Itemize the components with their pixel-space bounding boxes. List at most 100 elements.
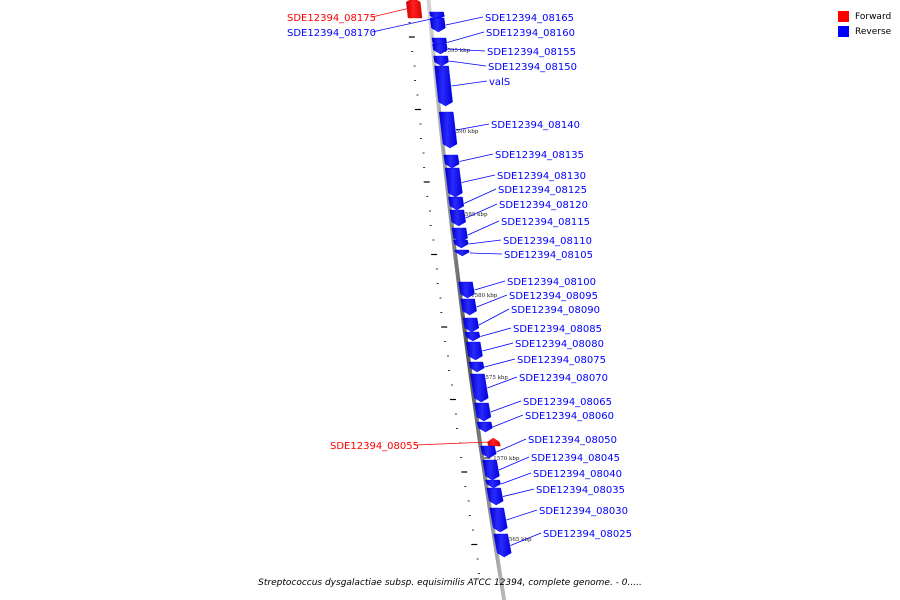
gene-sde12394_08085[interactable]: SDE12394_08085 xyxy=(464,324,602,342)
gene-sde12394_08100[interactable]: SDE12394_08100 xyxy=(458,277,596,299)
gene-feature[interactable] xyxy=(432,43,448,55)
gene-feature[interactable] xyxy=(458,281,475,299)
gene-label[interactable]: SDE12394_08170 xyxy=(287,28,376,39)
gene-label[interactable]: SDE12394_08150 xyxy=(488,62,577,73)
gene-label[interactable]: SDE12394_08090 xyxy=(511,305,600,316)
gene-feature[interactable] xyxy=(487,437,501,447)
gene-feature[interactable] xyxy=(474,402,492,422)
gene-feature[interactable] xyxy=(460,298,477,316)
gene-sde12394_08055[interactable]: SDE12394_08055 xyxy=(330,437,501,452)
gene-sde12394_08155[interactable]: SDE12394_08155 xyxy=(432,43,576,58)
gene-label[interactable]: SDE12394_08165 xyxy=(485,13,574,24)
gene-sde12394_08080[interactable]: SDE12394_08080 xyxy=(465,339,604,361)
gene-sde12394_08105[interactable]: SDE12394_08105 xyxy=(454,249,593,261)
leader-line xyxy=(447,48,486,52)
gene-label[interactable]: SDE12394_08110 xyxy=(503,236,592,247)
gene-label[interactable]: valS xyxy=(489,77,510,88)
gene-sde12394_08075[interactable]: SDE12394_08075 xyxy=(468,355,606,373)
gene-sde12394_08115[interactable]: SDE12394_08115 xyxy=(451,217,590,243)
gene-label[interactable]: SDE12394_08075 xyxy=(517,355,606,366)
gene-label[interactable]: SDE12394_08175 xyxy=(287,13,376,24)
gene-label[interactable]: SDE12394_08080 xyxy=(515,339,604,350)
gene-label[interactable]: SDE12394_08135 xyxy=(495,150,584,161)
gene-feature[interactable] xyxy=(443,154,460,169)
gene-feature[interactable] xyxy=(486,487,504,506)
gene-label[interactable]: SDE12394_08100 xyxy=(507,277,596,288)
gene-label[interactable]: SDE12394_08025 xyxy=(543,529,632,540)
gene-feature[interactable] xyxy=(476,421,493,433)
gene-label[interactable]: SDE12394_08160 xyxy=(486,28,575,39)
leader-line xyxy=(469,252,503,255)
gene-label[interactable]: SDE12394_08085 xyxy=(513,324,602,335)
gene-label[interactable]: SDE12394_08060 xyxy=(525,411,614,422)
gene-feature[interactable] xyxy=(493,533,512,558)
gene-label[interactable]: SDE12394_08140 xyxy=(491,120,580,131)
kbp-label: 1580 kbp xyxy=(471,293,498,299)
gene-sde12394_08065[interactable]: SDE12394_08065 xyxy=(474,397,612,422)
leader-line xyxy=(510,532,542,546)
gene-label[interactable]: SDE12394_08115 xyxy=(501,217,590,228)
gene-sde12394_08135[interactable]: SDE12394_08135 xyxy=(443,150,584,169)
gene-label[interactable]: SDE12394_08040 xyxy=(533,469,622,480)
gene-feature[interactable] xyxy=(480,445,497,459)
gene-feature[interactable] xyxy=(470,373,489,403)
gene-feature[interactable] xyxy=(406,0,423,19)
gene-feature[interactable] xyxy=(464,331,481,342)
gene-sde12394_08125[interactable]: SDE12394_08125 xyxy=(448,185,587,211)
gene-feature[interactable] xyxy=(462,317,480,333)
gene-vals[interactable]: valS xyxy=(434,65,511,107)
gene-feature[interactable] xyxy=(434,65,453,107)
gene-sde12394_08120[interactable]: SDE12394_08120 xyxy=(449,200,588,227)
gene-feature[interactable] xyxy=(485,479,501,489)
gene-feature[interactable] xyxy=(489,507,508,533)
gene-label[interactable]: SDE12394_08045 xyxy=(531,453,620,464)
gene-sde12394_08175[interactable]: SDE12394_08175 xyxy=(287,0,423,24)
gene-label[interactable]: SDE12394_08055 xyxy=(330,441,419,452)
gene-sde12394_08060[interactable]: SDE12394_08060 xyxy=(476,411,614,433)
gene-sde12394_08090[interactable]: SDE12394_08090 xyxy=(462,305,600,333)
gene-label[interactable]: SDE12394_08130 xyxy=(497,171,586,182)
gene-feature[interactable] xyxy=(468,361,485,373)
genome-caption: Streptococcus dysgalactiae subsp. equisi… xyxy=(258,578,642,588)
gene-sde12394_08050[interactable]: SDE12394_08050 xyxy=(480,435,617,459)
gene-feature[interactable] xyxy=(433,55,449,67)
gene-label[interactable]: SDE12394_08070 xyxy=(519,373,608,384)
gene-sde12394_08045[interactable]: SDE12394_08045 xyxy=(482,453,620,481)
gene-label[interactable]: SDE12394_08105 xyxy=(504,250,593,261)
gene-label[interactable]: SDE12394_08050 xyxy=(528,435,617,446)
gene-sde12394_08095[interactable]: SDE12394_08095 xyxy=(460,291,598,316)
gene-feature[interactable] xyxy=(448,196,465,211)
gene-sde12394_08035[interactable]: SDE12394_08035 xyxy=(486,485,625,506)
gene-label[interactable]: SDE12394_08125 xyxy=(498,185,587,196)
gene-label[interactable]: SDE12394_08035 xyxy=(536,485,625,496)
gene-sde12394_08165[interactable]: SDE12394_08165 xyxy=(429,13,574,33)
gene-sde12394_08160[interactable]: SDE12394_08160 xyxy=(431,28,575,48)
leader-line xyxy=(502,488,535,497)
gene-label[interactable]: SDE12394_08030 xyxy=(539,506,628,517)
gene-sde12394_08130[interactable]: SDE12394_08130 xyxy=(444,167,586,198)
gene-feature[interactable] xyxy=(438,111,458,149)
gene-feature[interactable] xyxy=(465,341,483,361)
gene-label[interactable]: SDE12394_08065 xyxy=(523,397,612,408)
gene-feature[interactable] xyxy=(453,239,469,249)
gene-label[interactable]: SDE12394_08095 xyxy=(509,291,598,302)
gene-feature[interactable] xyxy=(429,17,446,33)
gene-sde12394_08030[interactable]: SDE12394_08030 xyxy=(489,506,628,533)
gene-sde12394_08140[interactable]: SDE12394_08140 xyxy=(438,111,580,149)
gene-feature[interactable] xyxy=(444,167,463,198)
gene-sde12394_08150[interactable]: SDE12394_08150 xyxy=(433,55,577,73)
gene-sde12394_08040[interactable]: SDE12394_08040 xyxy=(485,469,622,489)
leader-line xyxy=(498,456,530,471)
gene-sde12394_08025[interactable]: SDE12394_08025 xyxy=(493,529,632,558)
gene-sde12394_08070[interactable]: SDE12394_08070 xyxy=(470,373,608,403)
gene-features: SDE12394_08175 SDE12394_08170 SDE12394_081… xyxy=(287,0,632,558)
gene-feature[interactable] xyxy=(449,209,466,227)
leader-line xyxy=(465,203,498,219)
gene-feature[interactable] xyxy=(454,249,470,257)
gene-feature[interactable] xyxy=(482,459,500,481)
leader-line xyxy=(451,80,488,87)
gene-label[interactable]: SDE12394_08120 xyxy=(499,200,588,211)
gene-label[interactable]: SDE12394_08155 xyxy=(487,47,576,58)
gene-sde12394_08110[interactable]: SDE12394_08110 xyxy=(453,236,592,249)
